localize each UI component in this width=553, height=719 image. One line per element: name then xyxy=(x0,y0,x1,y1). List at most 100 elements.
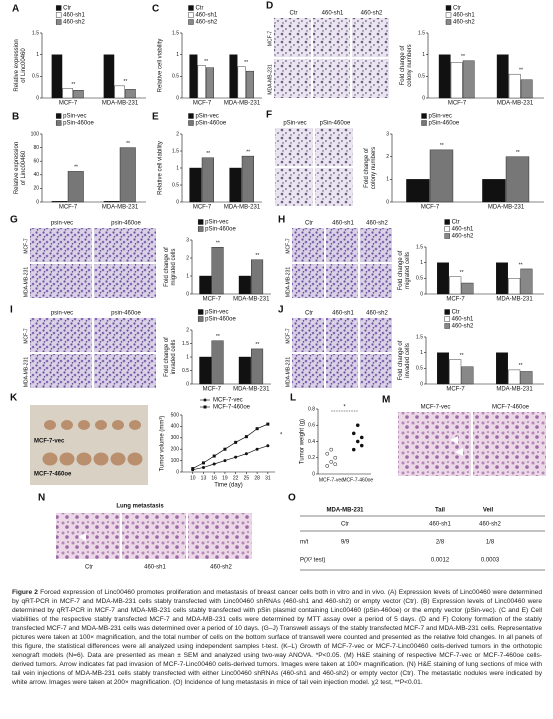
x-tick-label: MCF-7 xyxy=(193,205,212,211)
y-axis-label: Fold change of xyxy=(398,250,404,290)
significance: ** xyxy=(204,59,208,65)
image-column-label: 460-sh1 xyxy=(332,311,354,317)
bar xyxy=(245,70,254,99)
y-tick-label: 80 xyxy=(33,145,39,151)
tumor xyxy=(93,452,109,466)
micrograph xyxy=(275,168,313,206)
tumor xyxy=(42,452,58,466)
legend-swatch xyxy=(444,219,450,225)
legend-swatch xyxy=(197,316,204,322)
image-column-label: MCF-7-460oe xyxy=(492,405,530,411)
panel-letter: O xyxy=(288,493,296,504)
significance: ** xyxy=(519,67,523,73)
legend-swatch xyxy=(421,120,427,126)
significance: ** xyxy=(519,262,523,268)
legend-marker xyxy=(203,398,207,402)
arrow xyxy=(450,436,458,444)
significance: * xyxy=(343,405,346,411)
point xyxy=(333,462,338,467)
bar xyxy=(199,275,212,295)
legend-swatch xyxy=(421,113,427,119)
y-tick-label: 1.5 xyxy=(418,30,425,36)
arrow xyxy=(455,448,463,456)
bar xyxy=(449,276,462,295)
y-tick-label: 2 xyxy=(176,131,179,137)
bar xyxy=(505,156,530,203)
bar xyxy=(201,157,215,203)
point xyxy=(212,462,216,466)
y-axis-label: colony numbers xyxy=(371,147,377,189)
legend-swatch xyxy=(444,233,450,239)
table-column: 460-sh1 xyxy=(429,522,451,528)
y-tick-label: 0 xyxy=(36,95,39,101)
y-axis-label: Relative expression xyxy=(14,142,20,194)
y-axis-label: Tumor volume (mm³) xyxy=(160,416,166,472)
micrograph xyxy=(473,412,546,476)
micrograph xyxy=(30,264,92,298)
bar xyxy=(251,259,264,295)
significance: ** xyxy=(126,141,130,147)
image-column-label: psin-460oe xyxy=(111,221,141,227)
micrograph xyxy=(326,228,358,262)
legend-label: 460-sh1 xyxy=(452,227,474,233)
tumor xyxy=(127,452,143,466)
y-axis-label: of Linc00460 xyxy=(21,48,27,83)
image-column-label: Ctr xyxy=(85,565,93,571)
y-tick-label: 1.5 xyxy=(172,30,179,36)
bar xyxy=(496,352,509,385)
legend-label: Ctr xyxy=(452,220,460,226)
y-axis-label: migrated cells xyxy=(171,248,177,285)
legend-label: pSin-vec xyxy=(63,114,86,120)
point xyxy=(266,444,270,448)
y-axis-label: invaded cells xyxy=(405,343,411,378)
panel-letter: J xyxy=(278,305,284,316)
image-row-label: MDA-MB-231 xyxy=(285,357,291,388)
point xyxy=(234,440,238,444)
legend-label: pSin-vec xyxy=(195,114,218,120)
legend-label: pSin-460oe xyxy=(195,121,226,127)
x-tick-label: MCF-7 xyxy=(59,205,78,211)
point xyxy=(201,465,205,469)
legend-swatch xyxy=(444,309,450,315)
legend-label: pSin-vec xyxy=(429,114,452,120)
bar xyxy=(51,54,63,99)
y-tick-label: 0 xyxy=(186,381,189,387)
micrograph xyxy=(315,128,353,166)
micrograph xyxy=(188,513,252,559)
y-tick-label: 300 xyxy=(171,435,180,441)
bar xyxy=(251,348,264,385)
panel-letter: L xyxy=(290,393,296,404)
bar xyxy=(211,246,224,295)
bar xyxy=(449,359,462,385)
bar xyxy=(437,352,450,385)
significance: ** xyxy=(123,79,127,85)
point xyxy=(329,447,334,452)
bar xyxy=(520,371,533,385)
growth-line xyxy=(192,423,268,469)
x-tick-label: 28 xyxy=(254,475,260,481)
table-cell: 0.0003 xyxy=(481,558,500,564)
table-column: 460-sh2 xyxy=(479,522,501,528)
image-row-label: MDA-MB-231 xyxy=(23,357,29,388)
y-tick-label: 1 xyxy=(176,165,179,171)
legend-label: 460-sh2 xyxy=(452,324,474,330)
x-tick-label: MDA-MB-231 xyxy=(224,205,261,211)
legend-swatch xyxy=(197,309,204,315)
y-axis-label: Fold change of xyxy=(398,340,404,380)
legend-swatch xyxy=(188,120,194,126)
y-tick-label: 40 xyxy=(33,172,39,178)
y-tick-label: 1 xyxy=(420,260,423,266)
bar xyxy=(520,268,533,295)
y-tick-label: 1 xyxy=(386,177,389,183)
x-tick-label: MDA-MB-231 xyxy=(488,205,525,211)
y-tick-label: 0.5 xyxy=(416,276,423,282)
legend-swatch xyxy=(444,316,450,322)
x-tick-label: MCF-7 xyxy=(59,101,78,107)
bar xyxy=(508,278,521,295)
legend-swatch xyxy=(188,12,194,18)
panel-letter: I xyxy=(10,305,13,316)
image-column-label: 460-sh2 xyxy=(366,221,388,227)
legend-swatch xyxy=(197,219,204,225)
panel-letter: A xyxy=(12,4,19,15)
y-tick-label: 0.6 xyxy=(308,423,315,429)
